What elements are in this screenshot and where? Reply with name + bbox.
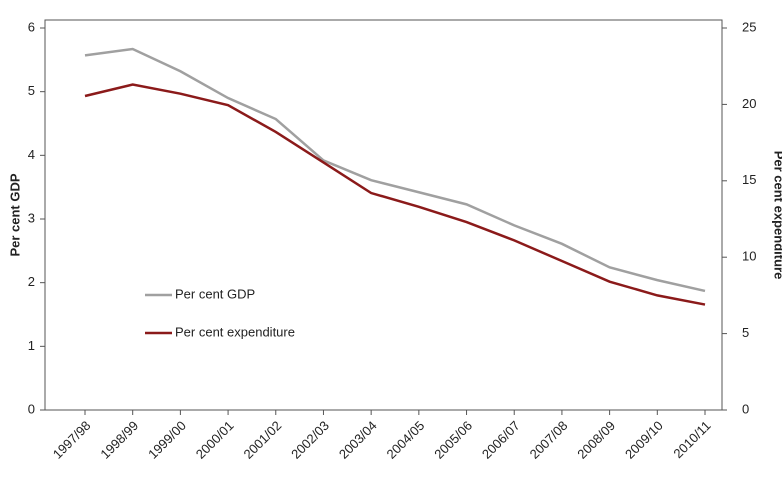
y2-tick-label: 20 [742,96,756,111]
y-tick-label: 3 [28,210,35,225]
x-tick-label: 2005/06 [431,418,475,462]
y-tick-label: 2 [28,274,35,289]
y-tick-label: 4 [28,147,35,162]
y-tick-label: 6 [28,19,35,34]
legend-label: Per cent GDP [175,286,255,301]
x-tick-label: 2003/04 [336,418,380,462]
x-tick-label: 2001/02 [240,418,284,462]
y-axis-title: Per cent GDP [7,173,22,256]
x-tick-label: 1999/00 [145,418,189,462]
legend-label: Per cent expenditure [175,324,295,339]
y2-axis-title: Per cent expenditure [772,151,782,280]
x-tick-label: 2008/09 [574,418,618,462]
y2-tick-label: 10 [742,249,756,264]
x-tick-label: 2004/05 [384,418,428,462]
x-tick-label: 1997/98 [50,418,94,462]
x-tick-label: 1998/99 [97,418,141,462]
y2-tick-label: 15 [742,172,756,187]
y2-tick-label: 25 [742,19,756,34]
plot-frame [44,19,723,411]
y2-tick-label: 5 [742,325,749,340]
x-tick-label: 2006/07 [479,418,523,462]
y-tick-label: 1 [28,338,35,353]
y2-tick-label: 0 [742,401,749,416]
x-tick-label: 2010/11 [670,418,713,461]
x-tick-label: 2007/08 [527,418,571,462]
y-tick-label: 5 [28,83,35,98]
line-series [84,83,706,306]
x-tick-label: 2002/03 [288,418,332,462]
line-series [84,47,706,293]
x-tick-label: 2009/10 [622,418,666,462]
y-tick-label: 0 [28,401,35,416]
x-tick-label: 2000/01 [193,418,237,462]
